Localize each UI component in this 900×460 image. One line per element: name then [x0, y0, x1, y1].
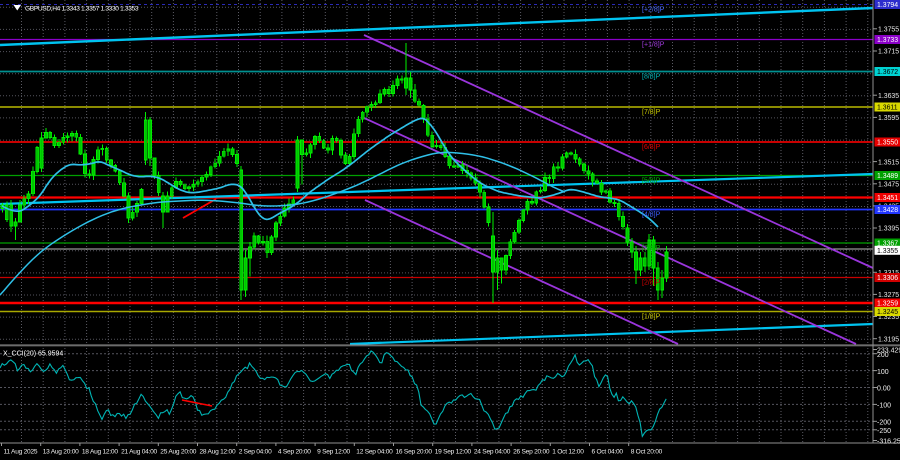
svg-text:26 Sep 20:00: 26 Sep 20:00	[513, 449, 550, 456]
svg-text:[8/8]P: [8/8]P	[642, 74, 661, 81]
svg-text:[1/8]P: [1/8]P	[642, 314, 661, 321]
svg-text:18 Aug 12:00: 18 Aug 12:00	[82, 449, 118, 456]
svg-text:[7/8]P: [7/8]P	[642, 109, 661, 116]
svg-text:0.00: 0.00	[877, 386, 891, 393]
svg-text:16 Sep 20:00: 16 Sep 20:00	[396, 449, 433, 456]
svg-text:28 Aug 12:00: 28 Aug 12:00	[200, 449, 236, 456]
svg-text:1.3259: 1.3259	[877, 301, 898, 308]
svg-text:4 Sep 20:00: 4 Sep 20:00	[278, 449, 311, 456]
svg-text:1.3428: 1.3428	[877, 207, 898, 214]
svg-text:-250: -250	[877, 428, 891, 435]
svg-text:-200: -200	[877, 420, 891, 427]
svg-text:-316.257: -316.257	[877, 439, 900, 446]
svg-text:1.3550: 1.3550	[877, 140, 898, 147]
svg-text:[5/8]P: [5/8]P	[642, 178, 661, 185]
svg-text:GBPUSD,H4 1.3343 1.3357 1.3330: GBPUSD,H4 1.3343 1.3357 1.3330 1.3353	[25, 6, 139, 13]
svg-text:9 Sep 12:00: 9 Sep 12:00	[317, 449, 350, 456]
svg-text:1.3195: 1.3195	[878, 336, 899, 343]
svg-text:1.3755: 1.3755	[878, 27, 899, 34]
svg-text:[+1/8]P: [+1/8]P	[642, 42, 665, 49]
svg-text:1.3489: 1.3489	[877, 173, 898, 180]
svg-text:1.3635: 1.3635	[878, 93, 899, 100]
svg-text:21 Aug 04:00: 21 Aug 04:00	[121, 449, 157, 456]
svg-text:1.3306: 1.3306	[877, 275, 898, 282]
svg-text:1.3794: 1.3794	[877, 2, 898, 9]
svg-text:1.3275: 1.3275	[878, 292, 899, 299]
svg-text:1.3235: 1.3235	[878, 314, 899, 321]
svg-text:1.3595: 1.3595	[878, 115, 899, 122]
svg-text:25 Aug 20:00: 25 Aug 20:00	[160, 449, 196, 456]
svg-text:13 Aug 20:00: 13 Aug 20:00	[43, 449, 79, 456]
svg-text:1.3715: 1.3715	[878, 49, 899, 56]
svg-text:1.3395: 1.3395	[878, 226, 899, 233]
svg-text:1.3515: 1.3515	[878, 159, 899, 166]
svg-text:1 Oct 12:00: 1 Oct 12:00	[552, 449, 584, 456]
svg-text:1.3733: 1.3733	[877, 37, 898, 44]
svg-text:[+2/8]P: [+2/8]P	[642, 7, 665, 14]
svg-text:11 Aug 2025: 11 Aug 2025	[4, 449, 38, 456]
svg-text:19 Sep 12:00: 19 Sep 12:00	[435, 449, 472, 456]
svg-text:1.3475: 1.3475	[878, 182, 899, 189]
svg-text:12 Sep 04:00: 12 Sep 04:00	[356, 449, 393, 456]
svg-text:8 Oct 20:00: 8 Oct 20:00	[631, 449, 663, 456]
svg-text:24 Sep 04:00: 24 Sep 04:00	[474, 449, 511, 456]
svg-text:1.3367: 1.3367	[877, 241, 898, 248]
svg-text:6 Oct 04:00: 6 Oct 04:00	[592, 449, 624, 456]
svg-text:1.3672: 1.3672	[877, 69, 898, 76]
svg-text:200: 200	[877, 352, 889, 359]
svg-text:100: 100	[877, 369, 889, 376]
svg-text:[6/8]P: [6/8]P	[642, 144, 661, 151]
svg-text:[2/8]P: [2/8]P	[642, 280, 661, 287]
svg-text:X_CCI(20) 65.9594: X_CCI(20) 65.9594	[3, 351, 63, 358]
svg-text:1.3355: 1.3355	[877, 248, 898, 255]
svg-text:233.429: 233.429	[877, 348, 900, 355]
svg-text:2 Sep 04:00: 2 Sep 04:00	[239, 449, 272, 456]
svg-text:1.3451: 1.3451	[877, 195, 898, 202]
svg-text:[3/8]P: [3/8]P	[642, 245, 661, 252]
svg-text:1.3611: 1.3611	[877, 105, 898, 112]
svg-text:-100: -100	[877, 403, 891, 410]
svg-text:[4/8]P: [4/8]P	[642, 212, 661, 219]
svg-text:1.3245: 1.3245	[877, 309, 898, 316]
